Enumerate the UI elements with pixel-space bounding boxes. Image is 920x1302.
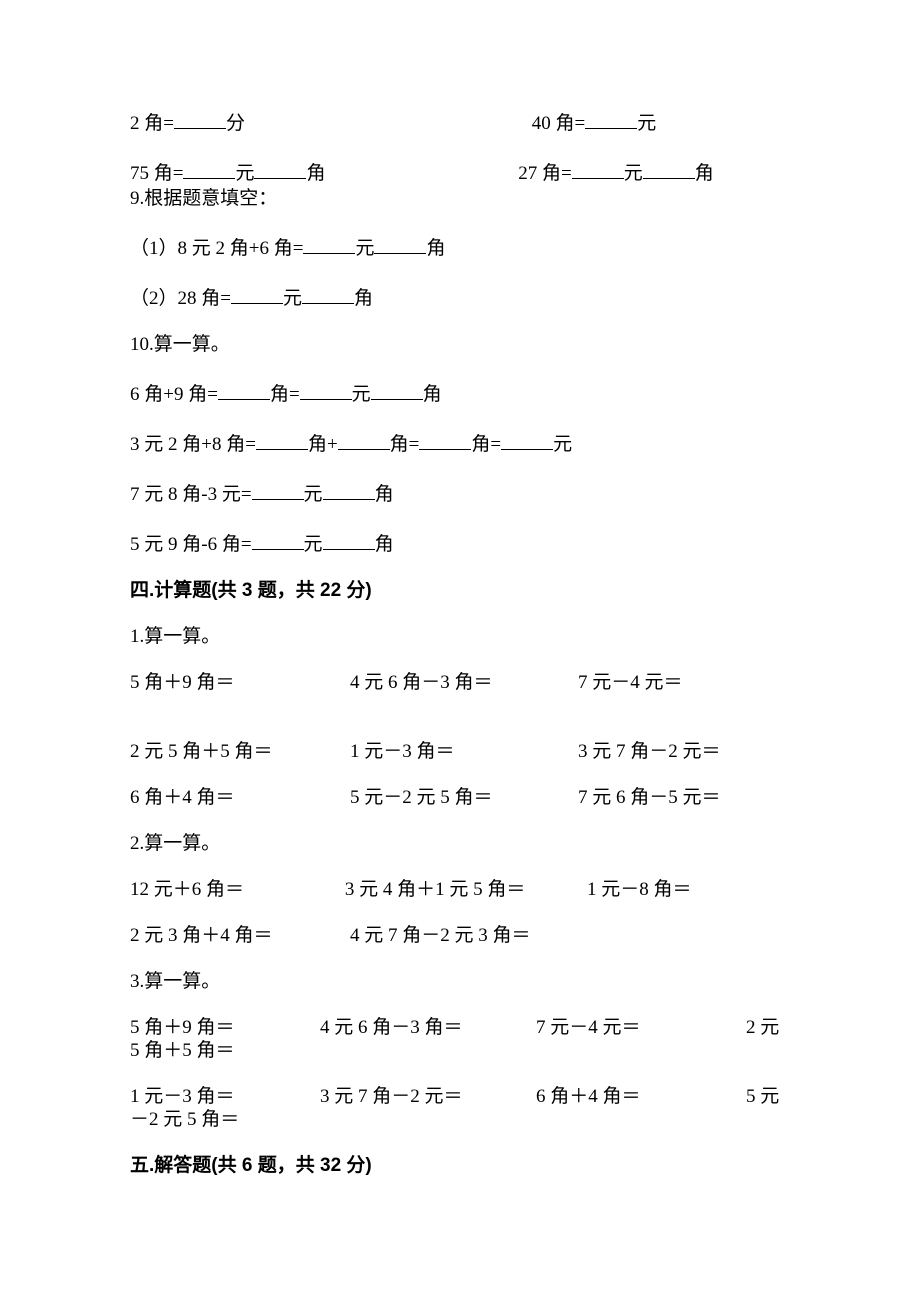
blank <box>419 431 471 450</box>
cell: 3 元 7 角－2 元＝ <box>578 742 788 761</box>
cell: 12 元＋6 角＝ <box>130 880 345 899</box>
blank <box>302 285 354 304</box>
cell: 4 元 7 角－2 元 3 角＝ <box>350 926 578 945</box>
sec4-p3-title: 3.算一算。 <box>130 972 792 991</box>
blank <box>374 235 426 254</box>
cell: 2 元 <box>746 1018 779 1037</box>
unit: 分 <box>226 113 245 134</box>
text: 2 角= <box>130 113 174 134</box>
unit: 角= <box>390 434 420 455</box>
cell: 1 元－8 角＝ <box>587 880 792 899</box>
q10-r3: 7 元 8 角-3 元= 元 角 <box>130 481 792 504</box>
unit: 元 <box>624 163 643 184</box>
cell: 5 角＋9 角＝ <box>130 673 350 692</box>
unit: 元 <box>304 484 323 505</box>
unit: 角 <box>306 163 325 184</box>
q10-title: 10.算一算。 <box>130 335 792 354</box>
unit: 角 <box>375 484 394 505</box>
blank <box>300 381 352 400</box>
sec4-p3-row2b: －2 元 5 角＝ <box>130 1110 792 1129</box>
unit: 元 <box>283 288 302 309</box>
sec4-p2-row1: 12 元＋6 角＝ 3 元 4 角＋1 元 5 角＝ 1 元－8 角＝ <box>130 880 792 899</box>
text: 6 角+9 角= <box>130 384 218 405</box>
cell: 5 元 <box>746 1087 779 1106</box>
text: 3 元 2 角+8 角= <box>130 434 256 455</box>
q9-title: 9.根据题意填空： <box>130 189 792 208</box>
cell: 7 元－4 元＝ <box>578 673 788 692</box>
section-4-heading: 四.计算题(共 3 题，共 22 分) <box>130 581 792 600</box>
sec4-p2-row2: 2 元 3 角＋4 角＝ 4 元 7 角－2 元 3 角＝ <box>130 926 792 945</box>
text: 7 元 8 角-3 元= <box>130 484 252 505</box>
unit: 角 <box>426 238 445 259</box>
sec4-p3-row1b: 5 角＋5 角＝ <box>130 1041 792 1060</box>
cell: 2 元 5 角＋5 角＝ <box>130 742 350 761</box>
blank <box>323 531 375 550</box>
blank <box>231 285 283 304</box>
q10-r1: 6 角+9 角= 角= 元 角 <box>130 381 792 404</box>
unit: 元 <box>235 163 254 184</box>
cell: 7 元－4 元＝ <box>536 1018 746 1037</box>
cell: 1 元－3 角＝ <box>350 742 578 761</box>
unit: 角+ <box>308 434 338 455</box>
sec4-p3-row1a: 5 角＋9 角＝ 4 元 6 角－3 角＝ 7 元－4 元＝ 2 元 <box>130 1018 792 1037</box>
text: 75 角= <box>130 163 183 184</box>
blank <box>338 431 390 450</box>
blank <box>371 381 423 400</box>
unit: 角 <box>375 534 394 555</box>
cell: 3 元 4 角＋1 元 5 角＝ <box>345 880 587 899</box>
fill-row-2: 75 角= 元 角 27 角= 元 角 <box>130 160 792 183</box>
q10-r4: 5 元 9 角-6 角= 元 角 <box>130 531 792 554</box>
unit: 角= <box>471 434 501 455</box>
text: （1）8 元 2 角+6 角= <box>130 238 303 259</box>
blank <box>254 160 306 179</box>
fill-row-1: 2 角= 分 40 角= 元 <box>130 110 792 133</box>
text: （2）28 角= <box>130 288 231 309</box>
q9-a: （1）8 元 2 角+6 角= 元 角 <box>130 235 792 258</box>
cell: 1 元－3 角＝ <box>130 1087 320 1106</box>
q9-b: （2）28 角= 元 角 <box>130 285 792 308</box>
sec4-p2-title: 2.算一算。 <box>130 834 792 853</box>
cell: 7 元 6 角－5 元＝ <box>578 788 788 807</box>
cell: 4 元 6 角－3 角＝ <box>320 1018 536 1037</box>
unit: 元 <box>304 534 323 555</box>
blank <box>323 481 375 500</box>
blank <box>252 531 304 550</box>
unit: 元 <box>352 384 371 405</box>
sec4-p1-row2: 2 元 5 角＋5 角＝ 1 元－3 角＝ 3 元 7 角－2 元＝ <box>130 742 792 761</box>
cell: 4 元 6 角－3 角＝ <box>350 673 578 692</box>
unit: 角 <box>695 163 714 184</box>
blank <box>256 431 308 450</box>
q10-r2: 3 元 2 角+8 角= 角+ 角= 角= 元 <box>130 431 792 454</box>
cell: 2 元 3 角＋4 角＝ <box>130 926 350 945</box>
blank <box>643 160 695 179</box>
cell: 5 元－2 元 5 角＝ <box>350 788 578 807</box>
unit: 角 <box>354 288 373 309</box>
cell: 6 角＋4 角＝ <box>536 1087 746 1106</box>
section-5-heading: 五.解答题(共 6 题，共 32 分) <box>130 1156 792 1175</box>
blank <box>218 381 270 400</box>
sec4-p1-row3: 6 角＋4 角＝ 5 元－2 元 5 角＝ 7 元 6 角－5 元＝ <box>130 788 792 807</box>
cell: 6 角＋4 角＝ <box>130 788 350 807</box>
sec4-p1-row1: 5 角＋9 角＝ 4 元 6 角－3 角＝ 7 元－4 元＝ <box>130 673 792 692</box>
sec4-p1-title: 1.算一算。 <box>130 627 792 646</box>
text: 40 角= <box>532 114 585 133</box>
blank <box>252 481 304 500</box>
blank <box>303 235 355 254</box>
unit: 角 <box>423 384 442 405</box>
blank <box>501 431 553 450</box>
unit: 角= <box>270 384 300 405</box>
text: 27 角= <box>518 164 571 183</box>
unit: 元 <box>637 113 656 134</box>
page-content: 2 角=分 40 角=元 75 角=元角 27 角=元角 9.根据题意填空： （… <box>0 0 920 1235</box>
unit: 元 <box>553 434 572 455</box>
blank <box>183 160 235 179</box>
unit: 元 <box>355 238 374 259</box>
blank <box>572 160 624 179</box>
text: 5 元 9 角-6 角= <box>130 534 252 555</box>
cell: 3 元 7 角－2 元＝ <box>320 1087 536 1106</box>
cell: 5 角＋9 角＝ <box>130 1018 320 1037</box>
sec4-p3-row2a: 1 元－3 角＝ 3 元 7 角－2 元＝ 6 角＋4 角＝ 5 元 <box>130 1087 792 1106</box>
blank <box>585 110 637 129</box>
blank <box>174 110 226 129</box>
